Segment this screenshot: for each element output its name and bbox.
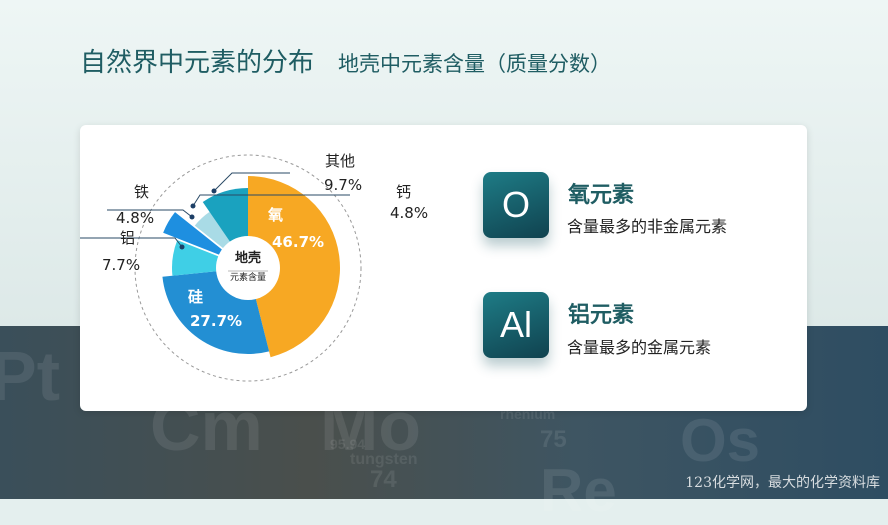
bg-text: Os — [680, 407, 761, 474]
label-oxygen: 氧 — [268, 206, 284, 224]
pie-center-title: 地壳 — [234, 251, 261, 266]
bg-text: 75 — [540, 426, 567, 453]
label-silicon: 硅 — [188, 288, 204, 306]
pie-outer-dashed-ring — [134, 154, 362, 382]
aluminum-title: 铝元素 — [568, 303, 635, 328]
oxygen-symbol-tile: O — [483, 172, 549, 238]
leader-line-calcium — [192, 194, 350, 207]
label-aluminum: 铝 — [120, 229, 136, 247]
pie-center-subtitle: 元素含量 — [229, 273, 266, 283]
label-other: 其他 — [325, 152, 356, 170]
bg-text: 74 — [370, 466, 397, 493]
oxygen-desc: 含量最多的非金属元素 — [567, 217, 728, 236]
pie-slice-iron — [163, 212, 238, 262]
value-calcium: 4.8% — [390, 204, 429, 222]
leader-line-other — [213, 172, 290, 192]
value-aluminum: 7.7% — [102, 256, 141, 274]
bg-text: Pt — [0, 337, 60, 415]
pie-chart — [80, 154, 362, 382]
pie-center-hole — [216, 236, 280, 300]
watermark: 123化学网，最大的化学资料库 — [685, 475, 880, 491]
bg-text: tungsten — [350, 451, 418, 468]
value-iron: 4.8% — [116, 209, 155, 227]
aluminum-desc: 含量最多的金属元素 — [567, 338, 712, 357]
value-other: 9.7% — [324, 176, 363, 194]
leader-dot-iron — [189, 214, 195, 220]
leader-dot-calcium — [190, 203, 196, 209]
bg-text: Re — [540, 457, 617, 524]
leader-line-aluminum — [80, 237, 183, 248]
leader-line-iron — [107, 209, 193, 218]
oxygen-title: 氧元素 — [568, 183, 635, 208]
leader-dot-other — [211, 188, 217, 194]
bg-text: 95.94 — [330, 436, 366, 452]
pie-slice-oxygen — [248, 176, 341, 358]
value-silicon: 27.7% — [190, 312, 243, 330]
label-iron: 铁 — [134, 183, 150, 201]
value-oxygen: 46.7% — [272, 233, 325, 251]
leader-dot-aluminum — [179, 244, 185, 250]
page-subtitle: 地壳中元素含量（质量分数） — [338, 52, 611, 76]
content-card: 地壳 元素含量 氧 46.7% 硅 27.7% 铝 7.7% 铁 4.8% 钙 … — [80, 125, 807, 411]
page-title: 自然界中元素的分布 — [80, 48, 315, 78]
aluminum-symbol-tile: Al — [483, 292, 549, 358]
label-calcium: 钙 — [396, 183, 412, 201]
